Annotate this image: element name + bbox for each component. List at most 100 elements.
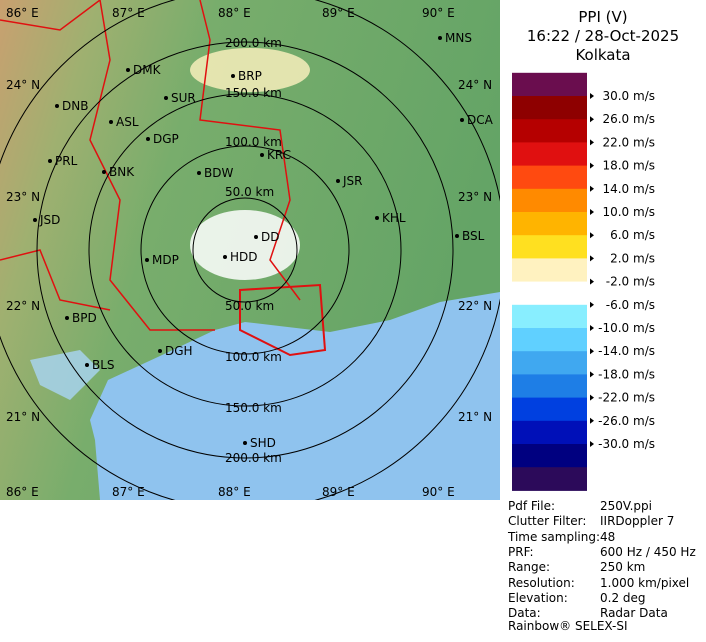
info-key: Pdf File:	[508, 499, 556, 513]
city-dot	[65, 316, 69, 320]
legend-swatch	[512, 96, 587, 120]
longitude-label: 88° E	[218, 6, 251, 20]
legend-arrow	[590, 209, 594, 215]
vendor: Rainbow® SELEX-SI	[508, 619, 628, 633]
info-value: 48	[600, 529, 616, 544]
legend-label: -14.0 m/s	[598, 344, 655, 358]
legend-arrow	[590, 417, 594, 424]
city-dot	[243, 441, 247, 445]
city-dot	[197, 171, 201, 175]
legend-swatch	[512, 467, 587, 491]
legend-swatch	[512, 374, 587, 399]
city-dot	[33, 218, 37, 222]
city-label: DCA	[467, 113, 494, 127]
legend-swatch	[512, 420, 587, 445]
legend-arrow	[590, 278, 594, 285]
city-dot	[164, 96, 168, 100]
city-dot	[460, 118, 464, 122]
city-dot	[85, 363, 89, 367]
legend-arrow	[590, 232, 594, 239]
range-label: 200.0 km	[225, 36, 282, 50]
range-label: 200.0 km	[225, 451, 282, 465]
city-label: SUR	[171, 91, 196, 105]
info-key: Elevation:	[508, 590, 568, 605]
range-ring	[140, 145, 350, 355]
longitude-label: 89° E	[322, 6, 355, 20]
latitude-label: 22° N	[458, 299, 492, 313]
range-ring	[36, 41, 454, 459]
legend-swatch	[512, 304, 587, 329]
legend-arrow	[590, 371, 594, 378]
info-key: Time sampling:	[508, 529, 601, 544]
legend-label: -6.0 m/s	[606, 298, 655, 312]
latitude-label: 23° N	[458, 190, 492, 204]
station: Kolkata	[575, 46, 631, 64]
city-label: DMK	[133, 63, 162, 77]
legend-label: -22.0 m/s	[598, 391, 655, 405]
range-label: 150.0 km	[225, 86, 282, 100]
city-label: ASL	[116, 115, 139, 129]
info-key: Resolution:	[508, 575, 575, 590]
legend-arrow	[590, 255, 594, 262]
city-dot	[102, 170, 106, 174]
legend-swatch	[512, 397, 587, 422]
legend-arrow	[590, 394, 594, 401]
radar-map: MNS DMK BRP DNB SUR ASL DGP DCA KRC PRL BNK BDW JSR J…	[0, 0, 500, 500]
info-value: Radar Data	[600, 606, 668, 621]
latitude-label: 21° N	[6, 410, 40, 424]
info-row: Range: 250 km	[508, 560, 645, 574]
info-row: Elevation: 0.2 deg	[508, 590, 646, 605]
info-key: Clutter Filter:	[508, 514, 587, 529]
legend-label: 26.0 m/s	[602, 112, 655, 126]
city-dot	[145, 258, 149, 262]
legend-arrow	[590, 116, 594, 123]
legend-swatch	[512, 188, 587, 213]
legend-swatch	[512, 328, 587, 352]
city-dot	[336, 179, 340, 183]
legend-arrow	[590, 348, 594, 355]
city-label: HDD	[230, 250, 258, 264]
city-label: JSR	[342, 174, 363, 188]
legend-label: 18.0 m/s	[602, 159, 655, 173]
city-label: DGP	[153, 132, 179, 146]
echo-light	[30, 350, 100, 400]
info-key: Data:	[508, 606, 541, 621]
city-dot	[231, 74, 235, 78]
latitude-label: 21° N	[458, 410, 492, 424]
city-dot	[55, 104, 59, 108]
info-value: 0.2 deg	[600, 590, 646, 605]
longitude-label: 87° E	[112, 485, 145, 499]
legend-swatch	[512, 212, 587, 236]
info-value: 1.000 km/pixel	[600, 575, 690, 590]
legend-label: -18.0 m/s	[598, 367, 655, 381]
legend-label: 14.0 m/s	[602, 182, 655, 196]
latitude-label: 23° N	[6, 190, 40, 204]
border	[0, 0, 111, 311]
info-value: 250 km	[600, 560, 646, 575]
longitude-label: 89° E	[322, 485, 355, 499]
info-row: Pdf File: 250V.ppi	[508, 499, 652, 513]
city-label: BRP	[238, 69, 262, 83]
range-label: 150.0 km	[225, 401, 282, 415]
legend-swatch	[512, 351, 587, 375]
city-label: KHL	[382, 211, 406, 225]
legend-swatch	[512, 142, 587, 167]
legend-arrow	[590, 93, 594, 99]
legend-arrow	[590, 162, 594, 169]
city-dot	[455, 234, 459, 238]
city-dot	[260, 153, 264, 157]
legend-swatch	[512, 119, 587, 143]
city-label: BDW	[204, 166, 233, 180]
legend-label: -26.0 m/s	[598, 414, 655, 428]
range-label: 100.0 km	[225, 135, 282, 149]
legend-label: 2.0 m/s	[610, 251, 655, 265]
city-label: BNK	[109, 165, 135, 179]
legend-swatch	[512, 235, 587, 259]
city-label: KRC	[267, 148, 291, 162]
sundarbans-outline	[239, 283, 327, 357]
info-value: 600 Hz / 450 Hz	[600, 544, 696, 559]
longitude-label: 86° E	[6, 485, 39, 499]
longitude-label: 90° E	[422, 485, 455, 499]
legend-arrow	[590, 325, 594, 331]
